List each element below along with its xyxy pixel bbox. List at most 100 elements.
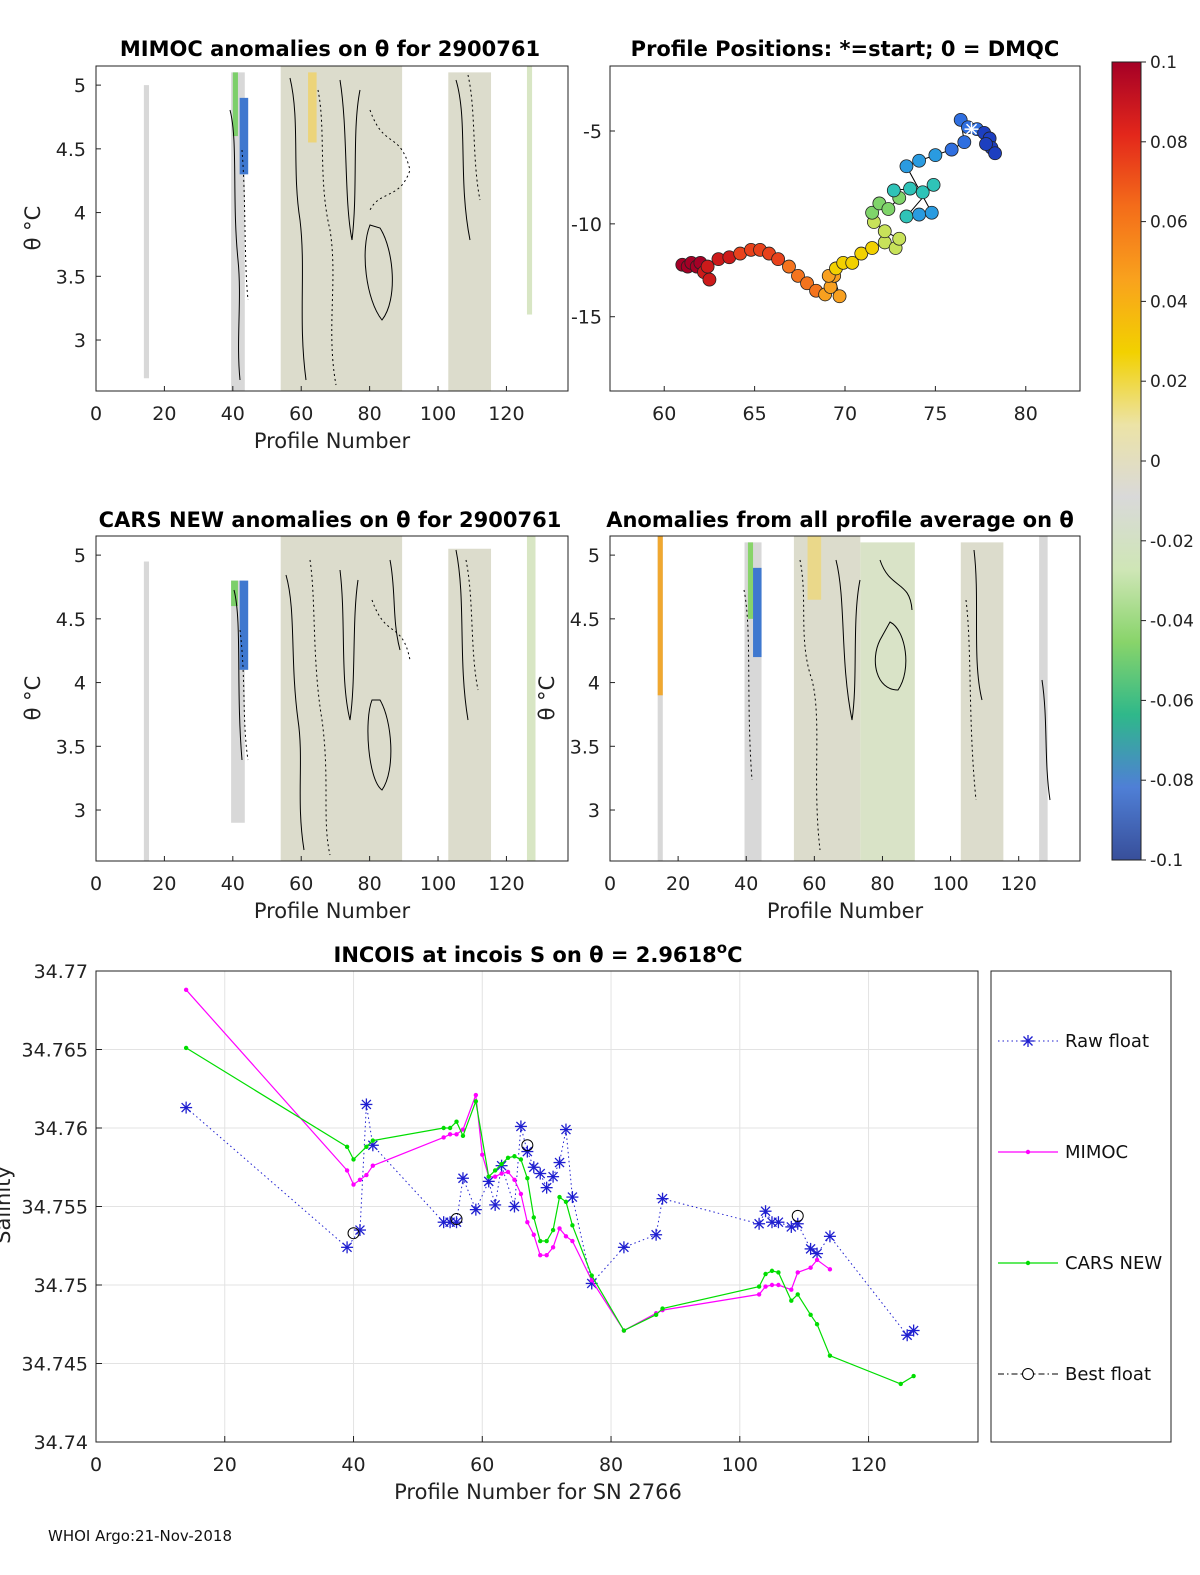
mimoc-point [763, 1284, 768, 1289]
position-point [928, 148, 943, 163]
position-point [886, 183, 901, 198]
best-float-point [347, 1227, 360, 1240]
colorbar-tick-label: -0.06 [1150, 691, 1194, 711]
raw-float-point-stroke [824, 1231, 835, 1242]
allavg-y-ticks: 3 3.5 4 4.5 5 [570, 545, 615, 822]
raw-float-point-stroke [528, 1162, 539, 1173]
incois-x-tick-label: 0 [90, 1454, 102, 1476]
position-point [899, 159, 914, 174]
colorbar-tick-label: 0.06 [1150, 213, 1188, 233]
incois-title-main: INCOIS at incois S on θ = 2.9618 [334, 943, 717, 967]
cars-new-point [447, 1125, 453, 1131]
allavg-x-tick-label: 20 [666, 873, 690, 895]
raw-float-point-stroke [451, 1217, 462, 1228]
allavg-column [1039, 536, 1048, 861]
incois-x-tick-label: 120 [850, 1454, 886, 1476]
mimoc-point [544, 1252, 549, 1258]
mimoc-column [239, 97, 249, 175]
best-float-point [450, 1213, 463, 1226]
incois-y-label: Salinity [0, 1166, 15, 1244]
cars-x-tick-label: 0 [90, 873, 102, 895]
mimoc-point [769, 1282, 775, 1288]
mimoc-point [460, 1127, 466, 1132]
cars-columns [143, 536, 536, 861]
allavg-x-tick-label: 120 [1001, 873, 1037, 895]
colorbar-bar [1111, 61, 1142, 861]
raw-float-point [521, 1145, 534, 1158]
incois-x-tick-label: 80 [599, 1454, 623, 1476]
allavg-column [657, 536, 663, 696]
positions-y-tick-label: -5 [583, 121, 602, 143]
cars-x-tick-label: 40 [221, 873, 245, 895]
cars-y-tick-label: 3 [74, 800, 86, 822]
colorbar-tick-label: -0.1 [1150, 851, 1183, 871]
positions-x-tick-label: 70 [833, 403, 857, 425]
incois-y-ticks: 34.74 34.745 34.75 34.755 34.76 34.765 34.77 [22, 961, 102, 1454]
mimoc-point [525, 1220, 530, 1225]
mimoc-x-label: Profile Number [254, 429, 411, 453]
mimoc-column [308, 72, 317, 143]
raw-float-point [772, 1216, 785, 1229]
incois-y-tick-label: 34.77 [34, 961, 88, 983]
allavg-column [807, 536, 822, 600]
raw-float-point [559, 1123, 572, 1136]
mimoc-point [531, 1232, 536, 1237]
mimoc-point [570, 1238, 575, 1244]
cars-new-point [364, 1144, 369, 1150]
raw-float-point [811, 1247, 824, 1260]
cars-new-point [531, 1215, 536, 1220]
incois-title: INCOIS at incois S on θ = 2.9618oC [334, 939, 743, 967]
positions-x-tick-label: 75 [923, 403, 947, 425]
raw-float-point-stroke [651, 1229, 662, 1240]
raw-float-point [804, 1242, 817, 1255]
allavg-contours [743, 549, 1051, 851]
mimoc-y-ticks: 3 3.5 4 4.5 5 [56, 75, 101, 352]
cars-new-point [570, 1223, 575, 1228]
position-point [899, 209, 914, 224]
incois-y-tick-label: 34.765 [22, 1040, 88, 1062]
raw-float-point-stroke [509, 1201, 520, 1212]
position-point [924, 205, 939, 220]
legend-label: CARS NEW [1065, 1253, 1162, 1274]
incois-y-tick-label: 34.755 [22, 1197, 88, 1219]
mimoc-point [538, 1252, 543, 1258]
mimoc-point [589, 1278, 594, 1283]
raw-float-point [540, 1181, 553, 1194]
legend-item-best-float: Best float [998, 1364, 1151, 1385]
cars-new-point [499, 1161, 504, 1167]
colorbar-tick-label: -0.04 [1150, 612, 1194, 632]
raw-float-point [514, 1120, 527, 1133]
allavg-title: Anomalies from all profile average on θ [606, 508, 1074, 532]
raw-float-point-stroke [541, 1182, 552, 1193]
incois-x-tick-label: 60 [470, 1454, 494, 1476]
cars-new-point [473, 1099, 479, 1104]
position-point [915, 185, 930, 200]
positions-x-ticks: 60 65 70 75 80 [652, 386, 1038, 425]
cars-new-point [370, 1138, 376, 1143]
mimoc-point [344, 1168, 350, 1173]
cars-new-point [898, 1381, 903, 1387]
cars-new-point [486, 1174, 491, 1179]
mimoc-y-tick-label: 4 [74, 203, 86, 225]
position-point [944, 142, 959, 157]
cars-new-point [492, 1168, 498, 1173]
incois-legend: Raw float MIMOC CARS NEW Best float [990, 970, 1172, 1443]
raw-float-point-stroke [773, 1217, 784, 1228]
legend-swatch-marker [1022, 1035, 1034, 1047]
position-point [865, 241, 880, 255]
position-point [800, 276, 814, 291]
raw-float-point [527, 1161, 540, 1174]
incois-title-sup: o [717, 939, 727, 957]
raw-float-point-stroke [515, 1121, 526, 1132]
cars-new-point [563, 1199, 569, 1204]
raw-float-point [353, 1224, 366, 1237]
allavg-y-label: θ °C [535, 676, 559, 721]
mimoc-x-tick-label: 60 [289, 403, 313, 425]
cars-new-point [544, 1238, 549, 1244]
start-marker [964, 122, 979, 137]
cars-x-tick-label: 60 [289, 873, 313, 895]
mimoc-column [143, 85, 150, 379]
allavg-column [960, 542, 1004, 861]
cars-y-tick-label: 4.5 [56, 609, 86, 631]
position-point [865, 205, 880, 220]
